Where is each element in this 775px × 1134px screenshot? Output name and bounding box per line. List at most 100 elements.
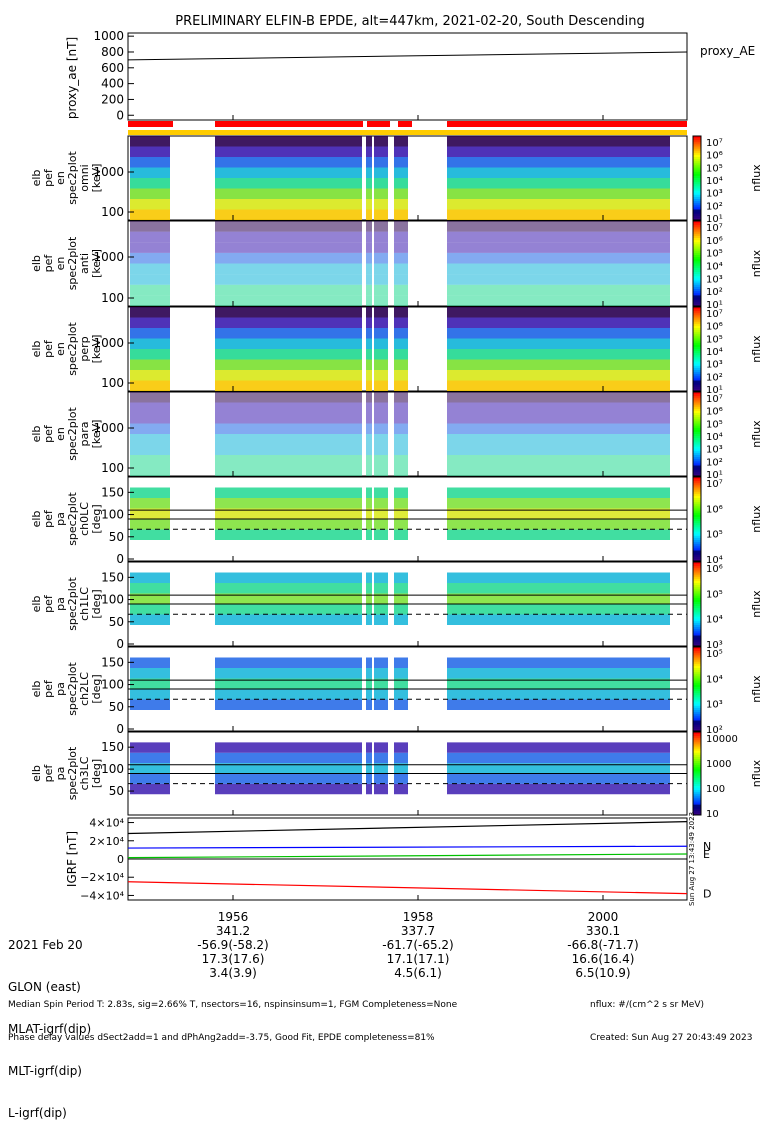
colorbar-segment <box>693 217 701 221</box>
colorbar-segment <box>693 641 701 645</box>
colorbar-segment <box>693 580 701 584</box>
colorbar-segment <box>693 587 701 590</box>
spectrogram-band <box>130 307 170 318</box>
colorbar-segment <box>693 800 701 804</box>
colorbar-segment <box>693 504 701 507</box>
colorbar-segment <box>693 610 701 613</box>
colorbar-segment <box>693 585 701 588</box>
spectrogram-band <box>366 370 372 381</box>
pitch-angle-band <box>394 498 408 509</box>
colorbar-segment <box>693 163 701 166</box>
colorbar-segment <box>693 365 701 369</box>
colorbar-segment <box>693 351 701 354</box>
heatmap-ytick-label: 100 <box>101 593 124 607</box>
colorbar-segment <box>693 315 701 318</box>
pitch-angle-band <box>130 572 170 583</box>
spectrogram-band <box>394 252 408 264</box>
colorbar-segment <box>693 558 701 562</box>
colorbar-segment <box>693 627 701 630</box>
colorbar-tick-label: 10¹ <box>706 470 723 481</box>
colorbar-segment <box>693 550 701 554</box>
colorbar-segment <box>693 618 701 622</box>
colorbar-segment <box>693 568 701 571</box>
spectrogram-band <box>447 413 670 424</box>
spectrogram-band <box>447 157 670 168</box>
colorbar-segment <box>693 355 701 358</box>
pitch-angle-band <box>130 529 170 540</box>
pitch-angle-band <box>447 773 670 784</box>
colorbar-segment <box>693 804 701 808</box>
colorbar-segment <box>693 684 701 688</box>
spectrogram-band <box>215 231 362 243</box>
colorbar-segment <box>693 493 701 497</box>
spectrogram-band <box>215 284 362 296</box>
colorbar-segment <box>693 231 701 235</box>
spectrogram-band <box>374 252 388 264</box>
colorbar-segment <box>693 519 701 522</box>
colorbar-label: nflux <box>750 759 763 787</box>
colorbar-segment <box>693 583 701 586</box>
colorbar-segment <box>693 436 701 439</box>
colorbar-segment <box>693 261 701 264</box>
pitch-angle-band <box>374 678 388 689</box>
spectrogram-band <box>130 295 170 306</box>
colorbar-segment <box>693 589 701 592</box>
pitch-angle-band <box>394 572 408 583</box>
spectrogram-band <box>366 199 372 210</box>
spectrogram-band <box>394 209 408 220</box>
colorbar-segment <box>693 161 701 164</box>
colorbar-segment <box>693 643 701 647</box>
heatmap-ytick-label: 50 <box>109 530 124 544</box>
colorbar-segment <box>693 608 701 611</box>
colorbar-tick-label: 10⁵ <box>706 419 723 430</box>
colorbar-segment <box>693 576 701 580</box>
heatmap-ylabel-line: [deg] <box>90 504 103 533</box>
pitch-angle-band <box>366 498 372 509</box>
pitch-angle-band <box>366 752 372 764</box>
colorbar-segment <box>693 489 701 493</box>
spectrogram-band <box>374 328 388 339</box>
heatmap-ylabel-line: spec2plot <box>66 492 79 546</box>
colorbar-tick-label: 10⁴ <box>706 555 723 566</box>
spectrogram-band <box>374 392 388 403</box>
pitch-angle-band <box>130 773 170 784</box>
heatmap-ytick-label: 50 <box>109 700 124 714</box>
colorbar-segment <box>693 718 701 721</box>
colorbar-segment <box>693 531 701 535</box>
heatmap-ytick-label: 100 <box>101 376 124 390</box>
colorbar-segment <box>693 328 701 331</box>
colorbar-tick-label: 10⁶ <box>706 236 723 247</box>
pitch-angle-band <box>215 519 362 530</box>
colorbar-segment <box>693 452 701 456</box>
spectrogram-band <box>130 465 170 476</box>
colorbar-segment <box>693 465 701 469</box>
colorbar-tick-label: 10⁶ <box>706 407 723 418</box>
colorbar-label: nflux <box>750 335 763 363</box>
spectrogram-band <box>366 209 372 220</box>
spectrogram-band <box>215 199 362 210</box>
colorbar-segment <box>693 479 701 482</box>
colorbar-segment <box>693 388 701 392</box>
heatmap-ylabel-line: en <box>54 427 67 441</box>
igrf-series-total <box>127 821 688 835</box>
heatmap-panel-pef_pa_spec2plot_ch1LC: 150 100 50 0 elb pef pa spec2plot ch1LC [deg] 10⁶ 1… <box>30 561 763 651</box>
status-bar-red <box>215 121 363 127</box>
spectrogram-band <box>215 146 362 157</box>
row-label-l: L-igrf(dip) <box>8 1106 67 1120</box>
heatmap-ylabel-line: omni <box>78 164 91 191</box>
heatmap-ylabel-line: spec2plot <box>66 662 79 716</box>
colorbar-tick-label: 10⁴ <box>706 347 723 358</box>
colorbar-segment <box>693 574 701 578</box>
spectrogram-band <box>366 338 372 349</box>
heatmap-ylabel-line: [keV] <box>90 420 103 449</box>
pitch-angle-band <box>215 487 362 498</box>
spectrogram-band <box>366 380 372 391</box>
spectrogram-band <box>394 221 408 232</box>
spectrogram-band <box>130 423 170 434</box>
spectrogram-band <box>130 252 170 264</box>
colorbar-segment <box>693 372 701 375</box>
spectrogram-band <box>394 274 408 285</box>
pitch-angle-band <box>447 508 670 519</box>
spectrogram-band <box>447 221 670 232</box>
colorbar-segment <box>693 495 701 499</box>
